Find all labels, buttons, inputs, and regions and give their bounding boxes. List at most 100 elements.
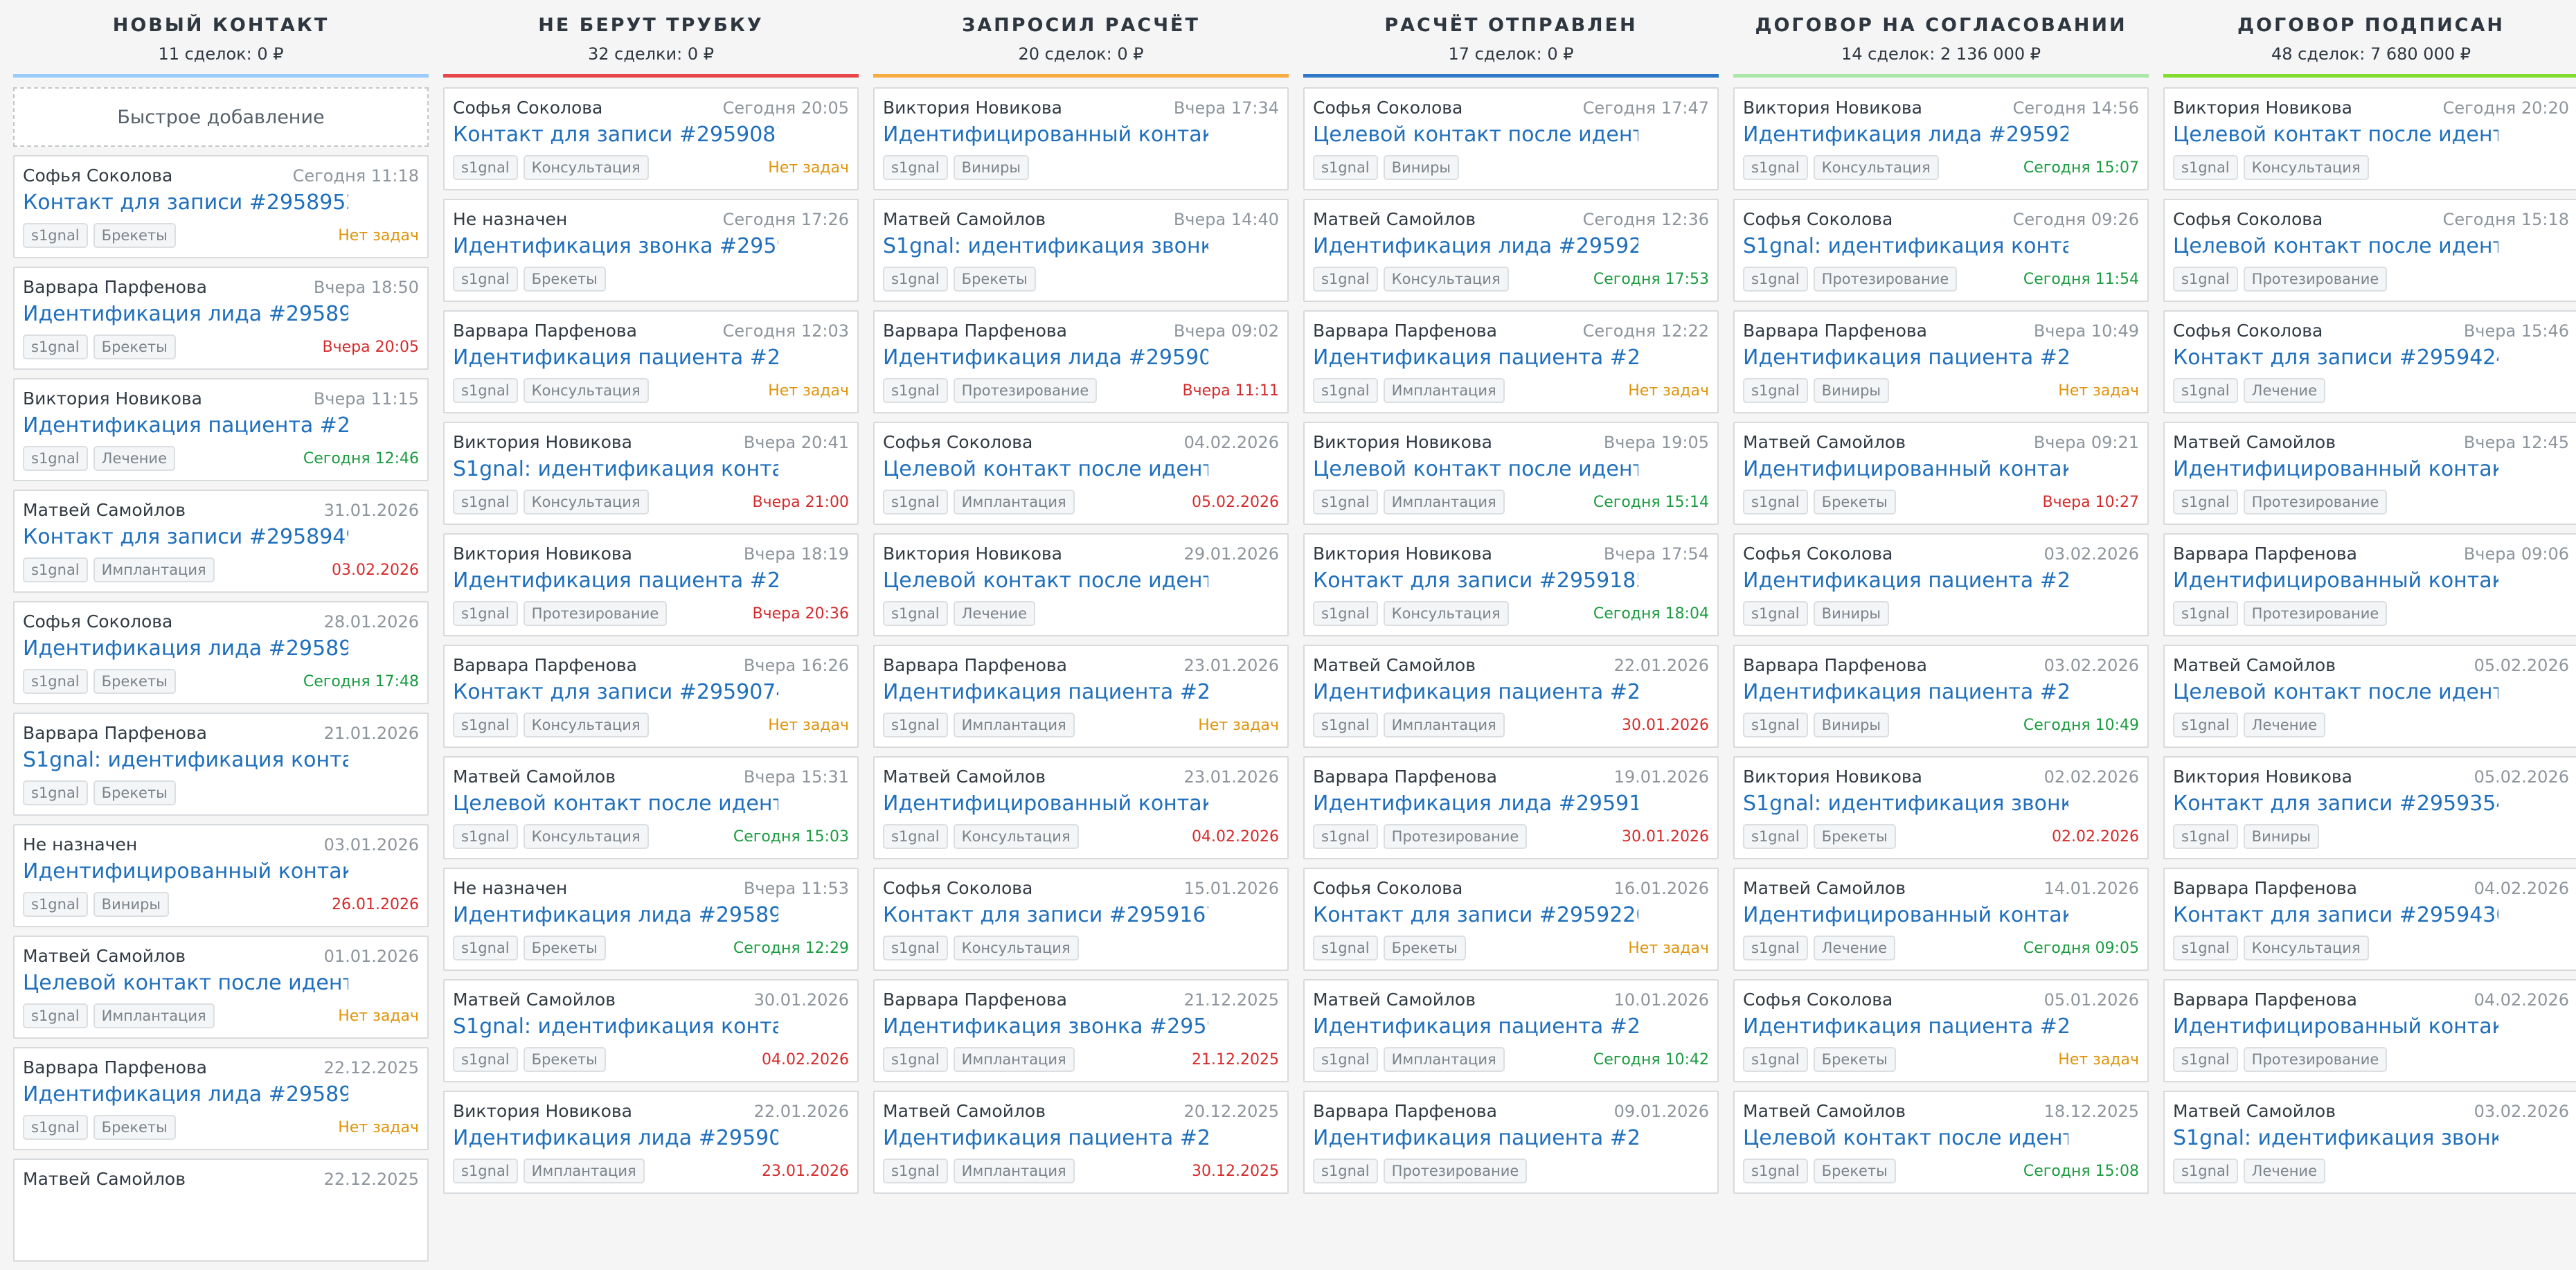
deal-tag[interactable]: Протезирование xyxy=(2243,267,2388,292)
deal-tag[interactable]: Консультация xyxy=(1383,601,1509,626)
deal-tag[interactable]: Консультация xyxy=(523,490,649,515)
deal-card[interactable]: Софья Соколова 05.01.2026 Идентификация па… xyxy=(1733,979,2149,1082)
deal-tag[interactable]: Лечение xyxy=(2243,713,2325,737)
column-header[interactable]: Договор на согласовании 14 сделок: 2 136 … xyxy=(1733,0,2149,78)
deal-tag[interactable]: s1gnal xyxy=(453,713,518,737)
deal-tag[interactable]: Консультация xyxy=(2243,936,2369,960)
deal-tag[interactable]: Виниры xyxy=(2243,824,2319,849)
deal-tag[interactable]: Протезирование xyxy=(953,378,1098,403)
deal-task-status[interactable]: Нет задач xyxy=(2058,1050,2139,1068)
deal-card[interactable]: Не назначен Сегодня 17:26 Идентификация зв… xyxy=(443,199,859,302)
deal-title-link[interactable]: Целевой контакт после идентифи xyxy=(883,569,1208,593)
deal-task-status[interactable]: Сегодня 15:03 xyxy=(733,828,849,846)
deal-tag[interactable]: Протезирование xyxy=(2243,490,2388,515)
deal-tag[interactable]: s1gnal xyxy=(883,824,948,849)
deal-tag[interactable]: s1gnal xyxy=(1743,936,1808,960)
deal-card[interactable]: Матвей Самойлов 10.01.2026 Идентификация п… xyxy=(1303,979,1719,1082)
deal-title-link[interactable]: Целевой контакт после идентифи xyxy=(1313,457,1638,481)
deal-tag[interactable]: s1gnal xyxy=(2173,936,2238,960)
deal-task-status[interactable]: 03.02.2026 xyxy=(332,561,419,579)
deal-card[interactable]: Софья Соколова Сегодня 20:05 Контакт для з… xyxy=(443,87,859,190)
deal-card[interactable]: Виктория Новикова Вчера 17:54 Контакт для … xyxy=(1303,533,1719,636)
deal-tag[interactable]: s1gnal xyxy=(1743,267,1808,292)
column-header[interactable]: Запросил расчёт 20 сделок: 0 ₽ xyxy=(873,0,1289,78)
deal-card[interactable]: Софья Соколова Сегодня 17:47 Целевой конта… xyxy=(1303,87,1719,190)
deal-title-link[interactable]: Идентифицированный контакт # xyxy=(23,859,348,884)
deal-title-link[interactable]: Идентификация звонка #295901 xyxy=(453,234,778,258)
deal-tag[interactable]: s1gnal xyxy=(883,378,948,403)
deal-task-status[interactable]: Сегодня 15:07 xyxy=(2023,159,2139,177)
deal-title-link[interactable]: Контакт для записи #2959074 xyxy=(453,680,778,704)
column-header[interactable]: Расчёт отправлен 17 сделок: 0 ₽ xyxy=(1303,0,1719,78)
deal-tag[interactable]: Имплантация xyxy=(953,1047,1075,1072)
deal-title-link[interactable]: Идентифицированный контакт # xyxy=(2173,457,2498,481)
deal-tag[interactable]: Брекеты xyxy=(523,1047,606,1072)
deal-card[interactable]: Виктория Новикова Вчера 19:05 Целевой конт… xyxy=(1303,422,1719,525)
deal-tag[interactable]: s1gnal xyxy=(883,936,948,960)
deal-title-link[interactable]: Идентификация пациента #2959 xyxy=(1313,346,1638,370)
deal-title-link[interactable]: Идентифицированный контакт # xyxy=(2173,569,2498,593)
deal-tag[interactable]: Имплантация xyxy=(1383,490,1505,515)
deal-tag[interactable]: s1gnal xyxy=(23,669,88,694)
deal-tag[interactable]: Виниры xyxy=(1383,155,1459,180)
deal-tag[interactable]: Протезирование xyxy=(2243,1047,2388,1072)
deal-tag[interactable]: Протезирование xyxy=(2243,601,2388,626)
deal-task-status[interactable]: Сегодня 10:42 xyxy=(1593,1050,1709,1068)
deal-task-status[interactable]: 02.02.2026 xyxy=(2052,828,2139,846)
deal-card[interactable]: Варвара Парфенова 19.01.2026 Идентификация… xyxy=(1303,756,1719,859)
deal-title-link[interactable]: Контакт для записи #2958949 xyxy=(23,525,348,549)
deal-task-status[interactable]: Нет задач xyxy=(768,382,849,400)
deal-tag[interactable]: Брекеты xyxy=(1383,936,1466,960)
deal-tag[interactable]: Лечение xyxy=(2243,378,2325,403)
deal-title-link[interactable]: Целевой контакт после идентифи xyxy=(23,971,348,995)
quick-add-button[interactable]: Быстрое добавление xyxy=(13,87,429,147)
deal-task-status[interactable]: Нет задач xyxy=(768,159,849,177)
deal-tag[interactable]: Лечение xyxy=(2243,1159,2325,1183)
deal-tag[interactable]: s1gnal xyxy=(453,601,518,626)
deal-tag[interactable]: Консультация xyxy=(953,936,1079,960)
deal-tag[interactable]: Брекеты xyxy=(1813,1159,1896,1183)
deal-title-link[interactable]: Контакт для записи #2959185 xyxy=(1313,569,1638,593)
deal-tag[interactable]: Брекеты xyxy=(523,936,606,960)
deal-tag[interactable]: Имплантация xyxy=(93,1003,215,1028)
deal-card[interactable]: Не назначен Вчера 11:53 Идентификация лида… xyxy=(443,868,859,971)
deal-tag[interactable]: s1gnal xyxy=(1743,601,1808,626)
deal-tag[interactable]: s1gnal xyxy=(1313,1159,1378,1183)
deal-task-status[interactable]: Сегодня 18:04 xyxy=(1593,605,1709,623)
deal-tag[interactable]: s1gnal xyxy=(883,713,948,737)
deal-title-link[interactable]: Идентификация пациента #2959 xyxy=(1743,1014,2068,1039)
deal-card[interactable]: Матвей Самойлов 22.01.2026 Идентификация п… xyxy=(1303,645,1719,748)
deal-card[interactable]: Варвара Парфенова 22.12.2025 Идентификация… xyxy=(13,1047,429,1150)
deal-title-link[interactable]: Идентификация пациента #2959 xyxy=(1743,680,2068,704)
deal-tag[interactable]: Виниры xyxy=(93,892,169,917)
deal-tag[interactable]: Имплантация xyxy=(93,557,215,582)
column-header[interactable]: Новый контакт 11 сделок: 0 ₽ xyxy=(13,0,429,78)
deal-tag[interactable]: s1gnal xyxy=(1743,155,1808,180)
deal-card[interactable]: Матвей Самойлов Вчера 14:40 S1gnal: иденти… xyxy=(873,199,1289,302)
deal-title-link[interactable]: S1gnal: идентификация контакта xyxy=(1743,234,2068,258)
deal-card[interactable]: Не назначен 03.01.2026 Идентифицированный … xyxy=(13,824,429,927)
deal-tag[interactable]: s1gnal xyxy=(883,1047,948,1072)
deal-tag[interactable]: s1gnal xyxy=(453,1047,518,1072)
deal-tag[interactable]: s1gnal xyxy=(2173,490,2238,515)
deal-tag[interactable]: s1gnal xyxy=(453,155,518,180)
deal-tag[interactable]: s1gnal xyxy=(2173,1047,2238,1072)
deal-tag[interactable]: s1gnal xyxy=(1743,713,1808,737)
deal-title-link[interactable]: Идентификация лида #2959053 xyxy=(453,1126,778,1150)
deal-task-status[interactable]: Сегодня 12:46 xyxy=(303,449,419,467)
deal-card[interactable]: Виктория Новикова Сегодня 14:56 Идентифика… xyxy=(1733,87,2149,190)
deal-title-link[interactable]: Контакт для записи #2959424 xyxy=(2173,346,2498,370)
deal-task-status[interactable]: Сегодня 17:53 xyxy=(1593,270,1709,288)
deal-tag[interactable]: Протезирование xyxy=(523,601,668,626)
deal-card[interactable]: Софья Соколова Вчера 15:46 Контакт для зап… xyxy=(2163,310,2576,413)
deal-tag[interactable]: s1gnal xyxy=(1743,824,1808,849)
deal-tag[interactable]: Имплантация xyxy=(1383,1047,1505,1072)
column-header[interactable]: Договор подписан 48 сделок: 7 680 000 ₽ xyxy=(2163,0,2576,78)
deal-card[interactable]: Матвей Самойлов Вчера 15:31 Целевой контак… xyxy=(443,756,859,859)
deal-title-link[interactable]: Целевой контакт после идентифи xyxy=(883,457,1208,481)
deal-tag[interactable]: s1gnal xyxy=(453,824,518,849)
deal-card[interactable]: Матвей Самойлов 03.02.2026 S1gnal: идентиф… xyxy=(2163,1091,2576,1194)
deal-title-link[interactable]: Идентификация лида #2958939 xyxy=(23,302,348,326)
deal-tag[interactable]: Имплантация xyxy=(953,713,1075,737)
deal-task-status[interactable]: 21.12.2025 xyxy=(1192,1050,1279,1068)
